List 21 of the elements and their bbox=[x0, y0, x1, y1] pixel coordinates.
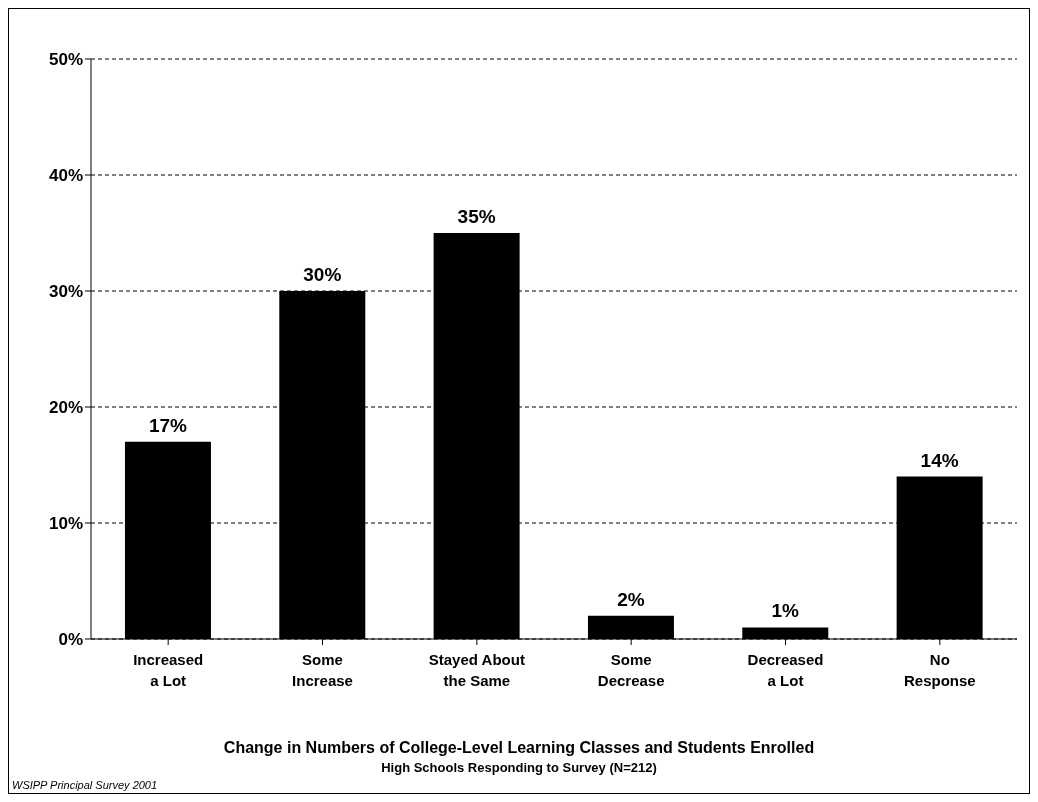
y-tick-label: 30% bbox=[48, 282, 83, 302]
data-label: 30% bbox=[303, 264, 342, 285]
y-tick-label: 10% bbox=[48, 514, 83, 534]
text: High Schools Responding to Survey (N=212) bbox=[380, 760, 658, 775]
y-tick-label: 0% bbox=[58, 630, 83, 650]
x-tick-label: Some Increase bbox=[292, 651, 353, 689]
data-label: 14% bbox=[920, 449, 959, 471]
x-tick-label: No Response bbox=[903, 651, 976, 689]
x-tick-label: Stayed About the Same bbox=[428, 651, 525, 689]
x-tick-label: Some Decrease bbox=[597, 651, 665, 689]
text: WSIPP Principal Survey 2001 bbox=[12, 779, 158, 791]
data-label: 2% bbox=[617, 588, 645, 610]
x-axis-title: Change in Numbers of College-Level Learning Classes and Students Enrolled bbox=[222, 739, 816, 757]
x-tick-label: Decreased a Lot bbox=[747, 651, 824, 689]
y-tick-label: 40% bbox=[48, 166, 83, 186]
x-tick-label: Increased a Lot bbox=[133, 651, 204, 689]
y-tick-label: 50% bbox=[48, 50, 83, 70]
data-label: 1% bbox=[771, 600, 800, 622]
y-tick-label: 20% bbox=[48, 398, 83, 418]
data-label: 17% bbox=[148, 414, 188, 436]
data-label: 35% bbox=[457, 206, 496, 227]
